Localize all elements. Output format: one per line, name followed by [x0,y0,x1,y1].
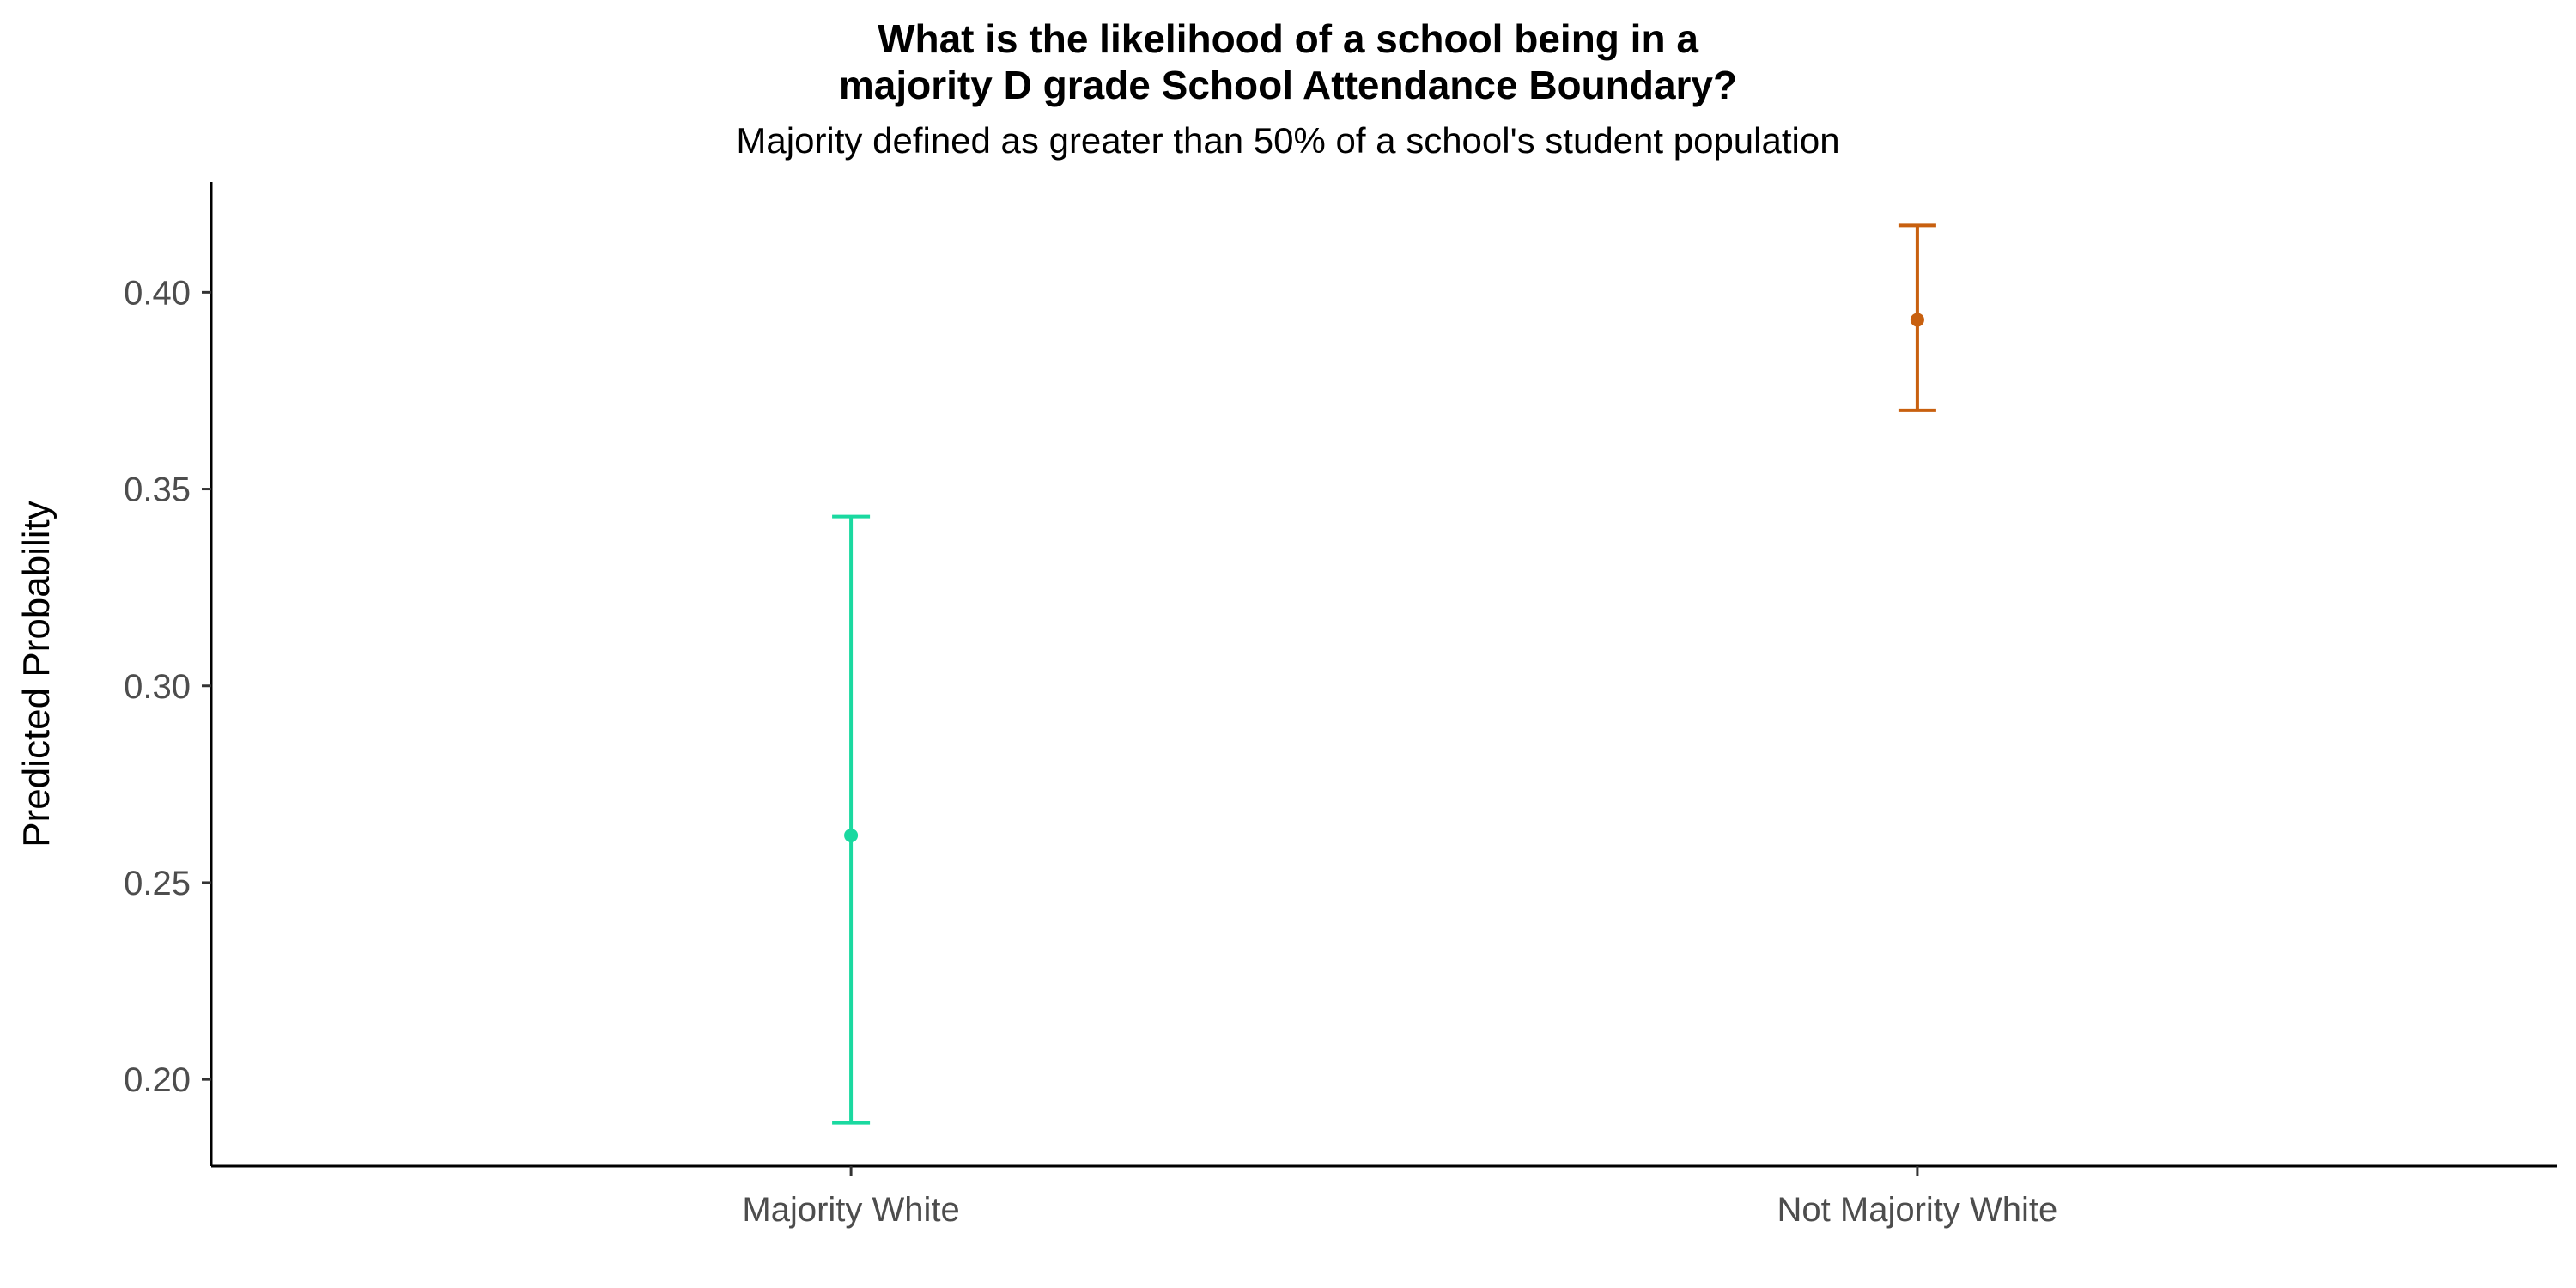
y-tick-label: 0.20 [124,1061,191,1099]
point-estimate [844,828,859,842]
point-estimate [1910,313,1924,327]
chart-title-line-1: What is the likelihood of a school being… [878,16,1698,61]
x-tick-label: Not Majority White [1777,1191,2058,1229]
marks [832,223,1936,1125]
y-tick-label: 0.25 [124,865,191,902]
axes: 0.20 0.25 0.30 0.35 0.40 Majority White Not Ma… [124,182,2557,1229]
x-tick-label: Majority White [742,1191,959,1229]
y-tick-label: 0.30 [124,668,191,706]
y-axis-title: Predicted Probability [15,501,58,848]
chart-subtitle: Majority defined as greater than 50% of … [736,120,1840,161]
y-tick-label: 0.40 [124,274,191,312]
chart-title-line-2: majority D grade School Attendance Bound… [838,63,1738,107]
y-tick-label: 0.35 [124,471,191,509]
